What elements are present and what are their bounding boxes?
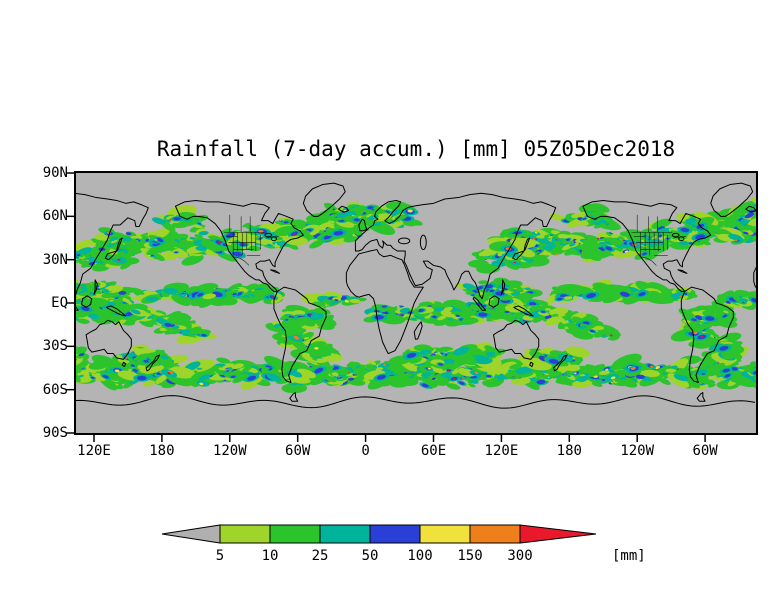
world-map-canvas [76, 173, 756, 433]
x-axis-label: 60E [420, 443, 447, 459]
x-axis-label: 60W [692, 443, 718, 459]
color-legend-bar: 5 10 25 50 100 150 300 [mm] [161, 524, 646, 564]
x-axis-label: 120E [484, 443, 519, 459]
y-axis-label: 90N [42, 165, 68, 181]
legend-color-segment [269, 524, 321, 544]
color-legend: 5 10 25 50 100 150 300 [mm] [160, 521, 660, 569]
x-axis-label: 120W [212, 443, 247, 459]
y-axis-label: 60S [42, 381, 68, 398]
y-axis-label: EQ [51, 295, 68, 311]
legend-level-label: 10 [262, 548, 279, 564]
figure-title: Rainfall (7-day accum.) [mm] 05Z05Dec201… [156, 137, 676, 161]
legend-level-label: 150 [457, 548, 482, 564]
y-axis-label: 30S [42, 338, 68, 355]
legend-color-segment [419, 524, 471, 544]
legend-level-label: 25 [312, 548, 329, 564]
legend-level-label: 50 [362, 548, 379, 564]
legend-level-label: 5 [216, 548, 224, 564]
legend-color-segment [369, 524, 421, 544]
x-axis-label: 180 [556, 443, 582, 459]
legend-right-arrow [519, 524, 597, 544]
legend-left-arrow [161, 524, 221, 544]
x-axis-label: 0 [361, 443, 370, 459]
legend-color-segment [219, 524, 271, 544]
legend-color-segment [319, 524, 371, 544]
y-axis-label: 60N [42, 208, 68, 225]
map-frame [74, 171, 758, 435]
y-axis-label: 30N [42, 251, 68, 268]
legend-unit-label: [mm] [612, 548, 646, 564]
legend-color-segment [469, 524, 521, 544]
y-axis-label: 90S [42, 425, 68, 441]
x-axis-label: 60W [285, 443, 311, 459]
legend-level-label: 300 [507, 548, 532, 564]
x-axis-label: 120W [620, 443, 655, 459]
legend-level-label: 100 [407, 548, 432, 564]
x-axis-label: 120E [77, 443, 111, 459]
x-axis-label: 180 [149, 443, 175, 459]
